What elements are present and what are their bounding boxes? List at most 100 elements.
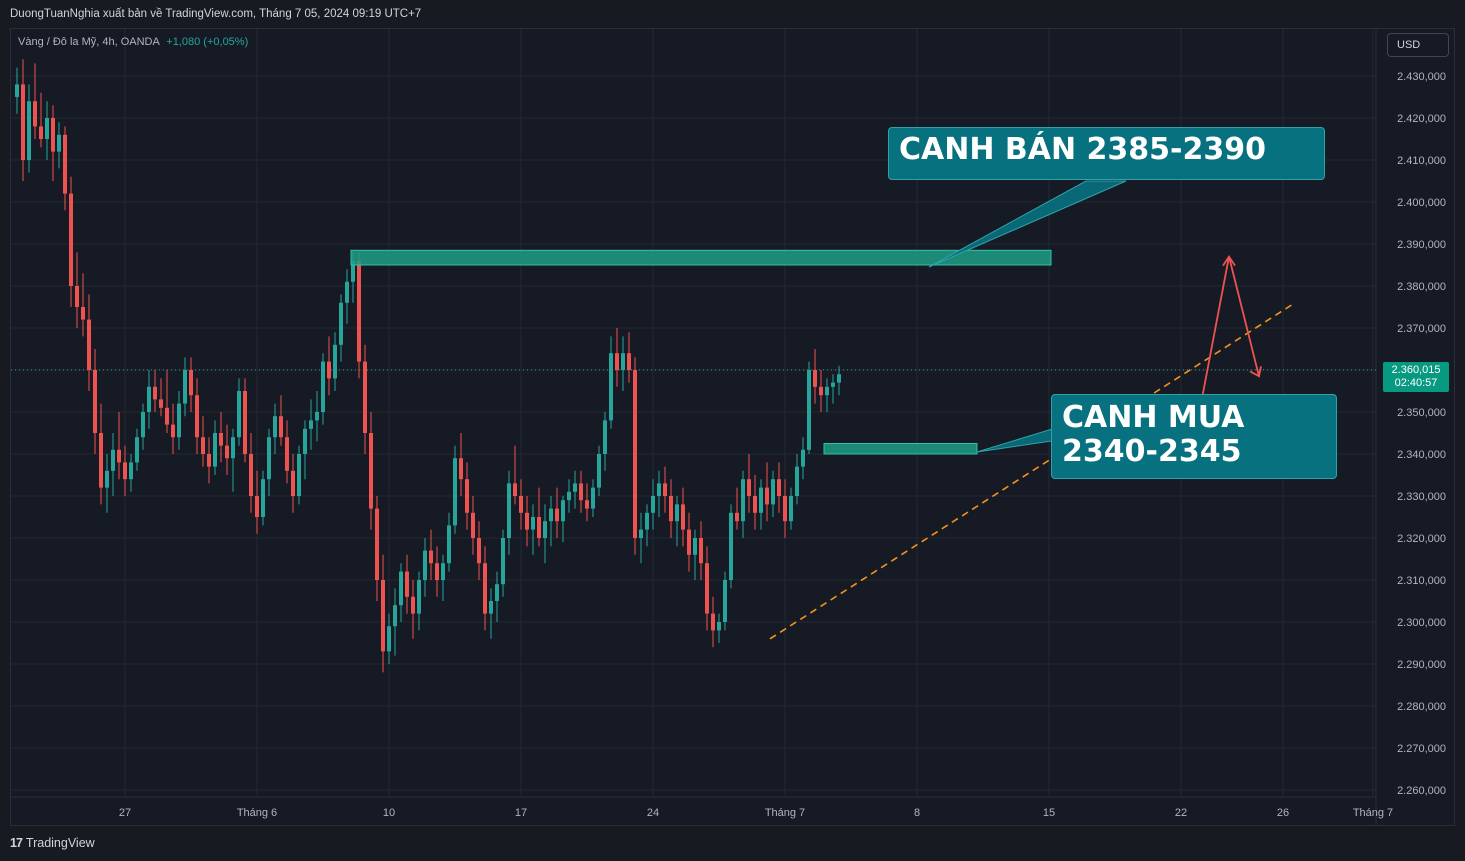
candle-body (507, 483, 511, 538)
sell-zone (350, 249, 1052, 266)
candle-body (207, 454, 211, 467)
candlestick-series (15, 59, 841, 673)
projection-path (1192, 254, 1262, 446)
candle-body (249, 454, 253, 496)
x-tick-label: 24 (647, 807, 659, 819)
candle-body (303, 428, 307, 454)
buy-label-line2: 2340-2345 (1062, 434, 1242, 469)
projection-arrowhead-up (1222, 254, 1236, 267)
candle-body (387, 626, 391, 652)
price-chart[interactable]: 2.430,000 2.420,000 2.410,000 2.400,000 2.39… (11, 29, 1455, 826)
y-tick-label: 2.340,000 (1397, 449, 1446, 461)
candle-body (645, 512, 649, 530)
candle-body (297, 454, 301, 496)
candle-body (741, 479, 745, 522)
y-tick-label: 2.330,000 (1397, 491, 1446, 503)
candle-body (435, 563, 439, 580)
sell-callout-pointer (928, 180, 1127, 268)
candle-body (633, 370, 637, 538)
y-tick-label: 2.410,000 (1397, 155, 1446, 167)
candle-body (573, 483, 577, 492)
candle-body (711, 613, 715, 631)
candle-body (579, 483, 583, 501)
candle-body (675, 504, 679, 522)
x-tick-label: Tháng 7 (1353, 807, 1393, 819)
candle-body (27, 101, 31, 160)
x-tick-label: 17 (515, 807, 527, 819)
candle-body (39, 126, 43, 139)
candle-body (459, 458, 463, 480)
candle-body (393, 605, 397, 627)
candle-body (81, 307, 85, 320)
y-tick-label: 2.420,000 (1397, 113, 1446, 125)
currency-button[interactable]: USD (1387, 33, 1449, 57)
candle-body (825, 386, 829, 396)
ascending-trendline (769, 302, 1296, 640)
candle-body (231, 437, 235, 459)
candle-body (735, 512, 739, 522)
candle-body (405, 571, 409, 597)
x-tick-label: 8 (914, 807, 920, 819)
candle-body (705, 563, 709, 614)
candle-body (15, 84, 19, 97)
candle-body (423, 550, 427, 580)
y-tick-label: 2.290,000 (1397, 659, 1446, 671)
candle-body (213, 433, 217, 467)
candle-body (681, 504, 685, 530)
candle-body (531, 517, 535, 530)
x-tick-label: 22 (1175, 807, 1187, 819)
candle-body (813, 370, 817, 387)
candle-body (69, 193, 73, 286)
x-tick-label: 10 (383, 807, 395, 819)
candle-body (261, 479, 265, 517)
tradingview-glyph-icon: 17 (10, 836, 23, 850)
publish-bar: DuongTuanNghia xuất bản về TradingView.c… (0, 0, 1465, 28)
candle-body (729, 512, 733, 580)
y-tick-label: 2.400,000 (1397, 197, 1446, 209)
y-tick-label: 2.280,000 (1397, 701, 1446, 713)
candle-body (111, 449, 115, 471)
axis-lines (11, 29, 1377, 825)
candle-body (237, 391, 241, 438)
y-tick-label: 2.350,000 (1397, 407, 1446, 419)
candle-body (777, 479, 781, 496)
candle-body (183, 370, 187, 404)
candle-body (639, 529, 643, 538)
candle-body (201, 437, 205, 454)
candle-body (351, 260, 355, 282)
candle-body (309, 420, 313, 429)
x-tick-label: 27 (119, 807, 131, 819)
candle-body (255, 496, 259, 517)
candle-body (117, 449, 121, 463)
sell-zone-label: CANH BÁN 2385-2390 (888, 127, 1325, 180)
candle-body (327, 361, 331, 379)
tradingview-brand: TradingView (25, 836, 95, 850)
candle-body (315, 412, 319, 421)
price-change: +1,080 (+0,05%) (166, 36, 249, 48)
x-tick-label: Tháng 7 (765, 807, 805, 819)
candle-body (621, 353, 625, 370)
candle-body (273, 416, 277, 438)
candle-body (693, 538, 697, 555)
y-axis-labels: 2.430,000 2.420,000 2.410,000 2.400,000 2.39… (1397, 71, 1446, 797)
buy-callout-pointer (976, 428, 1053, 453)
candle-body (243, 391, 247, 454)
candle-body (411, 596, 415, 614)
tradingview-logo[interactable]: 17 TradingView (10, 836, 95, 850)
candle-body (105, 470, 109, 488)
x-axis-labels: 27 Tháng 6 10 17 24 Tháng 7 8 15 22 26 Tháng 7 (119, 807, 1393, 819)
candle-body (771, 479, 775, 505)
candle-body (177, 403, 181, 438)
candle-body (147, 386, 151, 412)
candle-body (699, 538, 703, 564)
candle-body (483, 563, 487, 614)
candle-body (513, 483, 517, 496)
candle-body (561, 500, 565, 522)
buy-zone-label: CANH MUA 2340-2345 (1051, 394, 1337, 479)
candle-body (525, 512, 529, 530)
candle-body (357, 260, 361, 362)
candle-body (609, 353, 613, 421)
x-tick-label: 15 (1043, 807, 1055, 819)
candle-body (687, 529, 691, 555)
candle-body (381, 580, 385, 652)
